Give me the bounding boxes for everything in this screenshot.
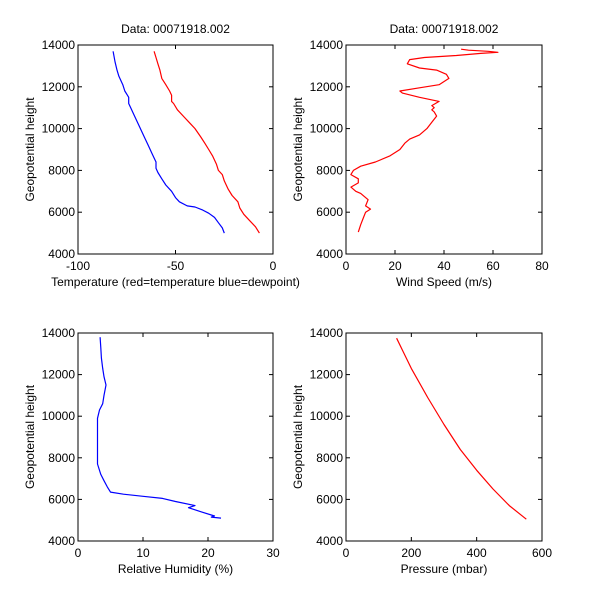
- y-tick-label: 10000: [310, 409, 344, 423]
- y-tick-label: 10000: [310, 122, 344, 136]
- x-axis-label: Wind Speed (m/s): [396, 275, 492, 289]
- x-axis-label: Temperature (red=temperature blue=dewpoi…: [51, 275, 300, 289]
- series-line-wind-speed: [350, 48, 499, 233]
- x-tick-label: 40: [437, 259, 451, 273]
- x-tick-label: 400: [467, 546, 487, 560]
- series-line-relative-humidity: [96, 337, 222, 519]
- x-tick-label: 0: [270, 259, 277, 273]
- y-tick-label: 14000: [310, 38, 344, 52]
- y-tick-label: 12000: [42, 80, 76, 94]
- y-tick-label: 6000: [316, 492, 343, 506]
- chart-title: Data: 00071918.002: [121, 22, 230, 36]
- y-tick-label: 4000: [316, 534, 343, 548]
- x-tick-label: -50: [167, 259, 185, 273]
- y-tick-label: 14000: [42, 326, 76, 340]
- x-tick-label: 0: [343, 259, 350, 273]
- y-tick-label: 14000: [310, 326, 344, 340]
- y-tick-label: 10000: [42, 122, 76, 136]
- x-tick-label: 600: [532, 546, 552, 560]
- axes-box: [345, 44, 543, 255]
- x-tick-label: 0: [343, 546, 350, 560]
- x-tick-label: 20: [201, 546, 215, 560]
- x-axis-label: Relative Humidity (%): [118, 562, 233, 576]
- x-tick-label: 200: [401, 546, 421, 560]
- series-line-dewpoint: [112, 51, 225, 234]
- humidity-panel: 0 10 20 30 4000 6000 8000 10000 12000 14000 Relati…: [23, 326, 280, 576]
- y-tick-label: 10000: [42, 409, 76, 423]
- axes-box: [77, 332, 274, 542]
- axes-box: [345, 332, 543, 542]
- y-tick-label: 6000: [48, 205, 75, 219]
- x-tick-label: -100: [66, 259, 90, 273]
- y-tick-label: 12000: [310, 368, 344, 382]
- y-tick-label: 4000: [316, 247, 343, 261]
- y-tick-label: 14000: [42, 38, 76, 52]
- y-tick-label: 4000: [48, 534, 75, 548]
- y-tick-label: 8000: [316, 163, 343, 177]
- x-tick-label: 80: [535, 259, 549, 273]
- y-tick-label: 4000: [48, 247, 75, 261]
- temperature-panel: -100 -50 0 4000 6000 8000 10000 12000 14000 Data:…: [23, 22, 300, 289]
- chart-title: Data: 00071918.002: [390, 22, 499, 36]
- x-tick-label: 30: [266, 546, 280, 560]
- axes-box: [77, 44, 274, 255]
- wind-speed-panel: 0 20 40 60 80 4000 6000 8000 10000 12000 14000 Data…: [291, 22, 549, 289]
- y-tick-label: 12000: [310, 80, 344, 94]
- y-axis-label: Geopotential height: [23, 97, 37, 202]
- y-tick-label: 6000: [48, 492, 75, 506]
- y-axis-label: Geopotential height: [291, 97, 305, 202]
- y-axis-label: Geopotential height: [291, 384, 305, 489]
- x-tick-label: 0: [75, 546, 82, 560]
- x-tick-label: 10: [136, 546, 150, 560]
- y-tick-label: 12000: [42, 368, 76, 382]
- y-tick-label: 8000: [48, 451, 75, 465]
- y-axis-label: Geopotential height: [23, 384, 37, 489]
- x-tick-label: 20: [388, 259, 402, 273]
- series-line-temperature: [153, 51, 260, 234]
- y-tick-label: 6000: [316, 205, 343, 219]
- y-tick-label: 8000: [316, 451, 343, 465]
- series-line-pressure: [396, 337, 527, 520]
- x-axis-label: Pressure (mbar): [401, 562, 488, 576]
- x-tick-label: 60: [486, 259, 500, 273]
- pressure-panel: 0 200 400 600 4000 6000 8000 10000 12000 14000 Pre…: [291, 326, 552, 576]
- y-tick-label: 8000: [48, 163, 75, 177]
